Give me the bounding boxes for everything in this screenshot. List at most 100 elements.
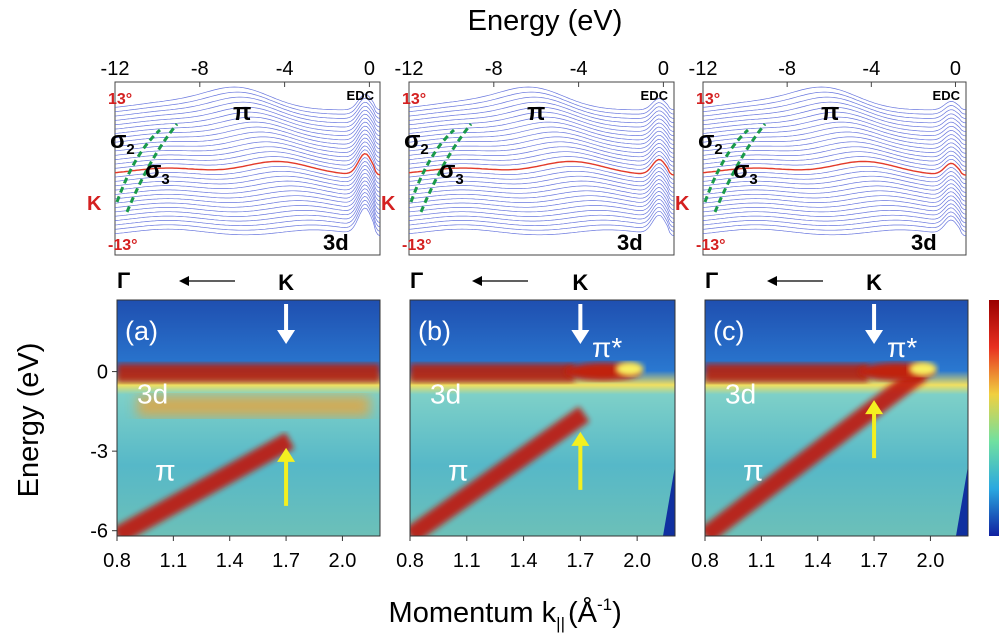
edc-curve (114, 101, 381, 124)
k-point-arrowhead (865, 330, 884, 344)
edc-curve (408, 191, 675, 211)
edc-curve (702, 106, 967, 128)
direction-arrowhead (767, 276, 777, 286)
d-band-label: 3d (911, 230, 937, 255)
pi-band-label: π (743, 454, 764, 487)
edc-curve (114, 157, 381, 180)
edc-curve (702, 136, 967, 154)
edc-curve (114, 172, 381, 198)
arpes-map-panel: (c) 3d π π* Γ K 0.8 1.1 1.4 1.7 2.0 (691, 268, 969, 572)
edc-curve (408, 116, 675, 137)
edc-curve (702, 187, 967, 202)
map-frame (116, 299, 381, 537)
edc-curve (702, 156, 967, 172)
yellow-arrowhead (865, 400, 884, 415)
edc-curve (114, 199, 381, 228)
map-x-tick-label: 1.7 (860, 550, 888, 572)
edc-curve (408, 111, 675, 132)
map-x-tick-label: 1.1 (159, 550, 187, 572)
edc-curve (702, 121, 967, 141)
angle-top-label: 13° (402, 91, 426, 108)
edc-curve (114, 188, 381, 215)
k-point-arrowhead (277, 330, 296, 344)
edc-curve (702, 141, 967, 159)
d-band-label: 3d (137, 378, 168, 409)
sigma2-label: σ2 (404, 127, 429, 158)
pistar-hotspot (615, 361, 644, 376)
pistar-band-label: π* (887, 332, 917, 363)
edc-curve (114, 96, 381, 119)
edc-curve (408, 171, 675, 189)
d-band-label: 3d (617, 230, 643, 255)
pi-label: π (233, 99, 251, 126)
edc-curve (114, 180, 381, 206)
angle-bottom-label: -13° (696, 237, 726, 254)
edc-curve (702, 195, 967, 211)
sigma2-guide (703, 128, 749, 203)
edc-curve (408, 146, 675, 163)
edc-curve (702, 199, 967, 215)
edc-curve (702, 175, 967, 189)
map-y-tick-label: -3 (90, 441, 108, 463)
edc-curve (114, 203, 381, 232)
edc-curve (408, 121, 675, 141)
angle-top-label: 13° (108, 91, 132, 108)
edc-curve (408, 91, 675, 115)
edc-tick-label: 0 (658, 58, 669, 80)
panel-label: (c) (713, 316, 744, 346)
edc-curve (702, 96, 967, 119)
map-x-tick-label: 0.8 (396, 550, 424, 572)
edc-curve (702, 203, 967, 219)
edc-curve (114, 207, 381, 237)
pi-label: π (821, 99, 839, 126)
k-header-label: K (572, 270, 588, 295)
edc-curve (114, 196, 381, 224)
map-x-tick-label: 1.7 (272, 550, 300, 572)
edc-tick-label: -12 (689, 58, 718, 80)
edc-curve (702, 170, 967, 185)
sigma2-guide (409, 128, 455, 203)
edc-curve (114, 141, 381, 163)
map-intensity (117, 300, 380, 536)
edc-curve (702, 166, 967, 180)
edc-panel: -12 -8 -4 0 13° -13° K EDC π σ2 σ3 3d (381, 58, 675, 256)
edc-curve-k (702, 160, 967, 176)
edc-curve (702, 179, 967, 193)
map-x-tick-label: 2.0 (623, 550, 651, 572)
angle-top-label: 13° (696, 91, 720, 108)
pi-band-label: π (448, 454, 469, 487)
left-axis-title: Energy (eV) (13, 343, 45, 498)
d-band-intensity (705, 363, 869, 383)
edc-curve (408, 106, 675, 128)
pistar-band-label: π* (592, 332, 622, 363)
direction-arrowhead (472, 276, 482, 286)
edc-tick-label: 0 (950, 58, 961, 80)
map-y-tick-label: 0 (97, 362, 108, 384)
sigma3-guide (419, 123, 473, 213)
edc-curve (702, 146, 967, 163)
angle-bottom-label: -13° (108, 237, 138, 254)
sigma3-label: σ3 (145, 157, 170, 188)
edc-curve (114, 184, 381, 211)
edc-curve (702, 101, 967, 124)
edc-label: EDC (641, 88, 669, 103)
edc-curve (408, 175, 675, 193)
edc-curve (408, 126, 675, 146)
pi-band-intensity (117, 432, 295, 536)
arpes-map-panel: (a) 3d π Γ K 0.8 1.1 1.4 1.7 2.0 0 -3 -6 (90, 268, 381, 572)
panel-label: (a) (125, 316, 158, 346)
arpes-map-panel: (b) 3d π π* Γ K 0.8 1.1 1.4 1.7 2.0 (396, 268, 676, 572)
edc-curve (408, 101, 675, 124)
edc-curve (114, 176, 381, 202)
edc-curve (408, 96, 675, 119)
map-intensity (410, 300, 675, 536)
edc-curve (702, 191, 967, 206)
edc-curve (114, 91, 381, 115)
map-x-tick-label: 1.1 (453, 550, 481, 572)
color-scale-bar (989, 300, 999, 536)
edc-tick-label: -12 (101, 58, 130, 80)
map-x-tick-label: 2.0 (329, 550, 357, 572)
top-axis-title: Energy (eV) (468, 5, 623, 37)
pi-band-label: π (155, 454, 176, 487)
